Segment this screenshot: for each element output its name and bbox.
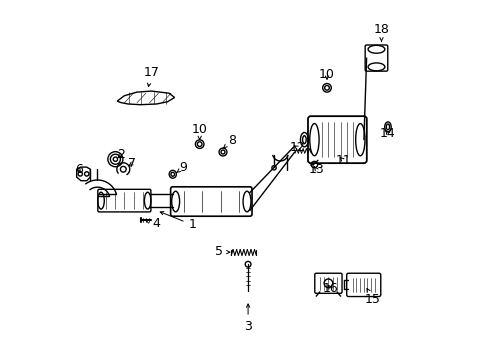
Text: 12: 12 xyxy=(289,141,305,154)
Text: 6: 6 xyxy=(75,163,82,176)
Text: 10: 10 xyxy=(318,68,334,81)
Text: 10: 10 xyxy=(191,123,207,140)
Text: 4: 4 xyxy=(146,217,160,230)
Text: 8: 8 xyxy=(223,134,236,148)
Text: 11: 11 xyxy=(335,154,350,167)
Text: 18: 18 xyxy=(373,23,388,41)
Text: 7: 7 xyxy=(127,157,135,170)
Text: 2: 2 xyxy=(117,148,124,161)
Text: 14: 14 xyxy=(379,127,395,140)
Text: 9: 9 xyxy=(176,161,187,174)
Text: 3: 3 xyxy=(244,304,251,333)
Text: 5: 5 xyxy=(215,245,229,258)
Text: 15: 15 xyxy=(364,288,380,306)
Text: 13: 13 xyxy=(308,163,324,176)
Text: 17: 17 xyxy=(143,66,159,86)
Text: 1: 1 xyxy=(160,212,196,231)
Text: 16: 16 xyxy=(322,282,338,295)
